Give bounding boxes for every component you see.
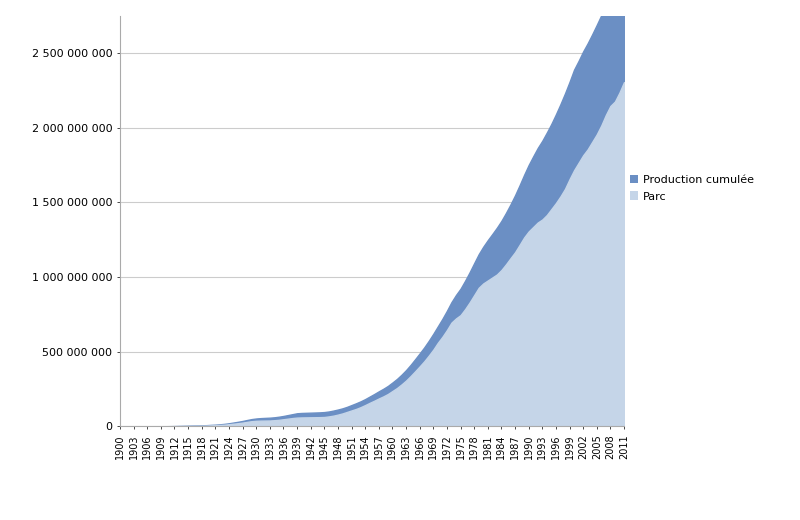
Legend: Production cumulée, Parc: Production cumulée, Parc — [630, 175, 754, 202]
